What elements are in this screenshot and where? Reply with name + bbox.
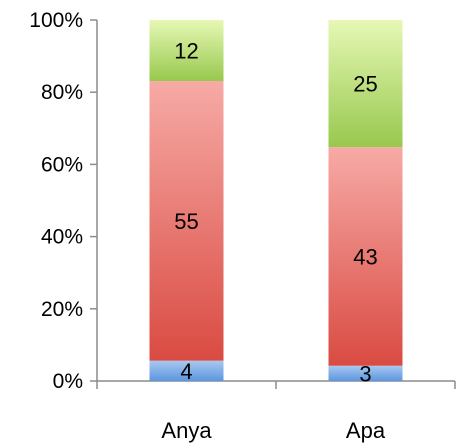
data-label: 43 bbox=[353, 244, 377, 269]
y-tick-label: 100% bbox=[29, 9, 83, 32]
bar-segment bbox=[149, 81, 224, 361]
bars bbox=[149, 20, 403, 381]
category-label: Apa bbox=[346, 418, 386, 443]
bar-segment bbox=[328, 20, 403, 148]
bar-segment bbox=[149, 360, 224, 381]
bar-segment bbox=[328, 147, 403, 366]
y-tick-label: 20% bbox=[41, 298, 83, 321]
y-tick-label: 80% bbox=[41, 81, 83, 104]
data-label: 12 bbox=[174, 39, 198, 64]
y-axis: 0% 20% 40% 60% 80% 100% bbox=[29, 9, 98, 393]
bar-segment bbox=[328, 365, 403, 381]
x-axis: Anya Apa bbox=[96, 380, 456, 443]
data-labels: 4 55 12 3 43 25 bbox=[174, 39, 377, 387]
y-tick-label: 0% bbox=[53, 370, 83, 393]
data-label: 55 bbox=[174, 209, 198, 234]
category-label: Anya bbox=[161, 418, 212, 443]
data-label: 3 bbox=[359, 361, 371, 386]
y-tick-label: 60% bbox=[41, 153, 83, 176]
y-tick-label: 40% bbox=[41, 226, 83, 249]
bar-segment bbox=[149, 20, 224, 82]
data-label: 4 bbox=[180, 359, 192, 384]
data-label: 25 bbox=[353, 72, 377, 97]
